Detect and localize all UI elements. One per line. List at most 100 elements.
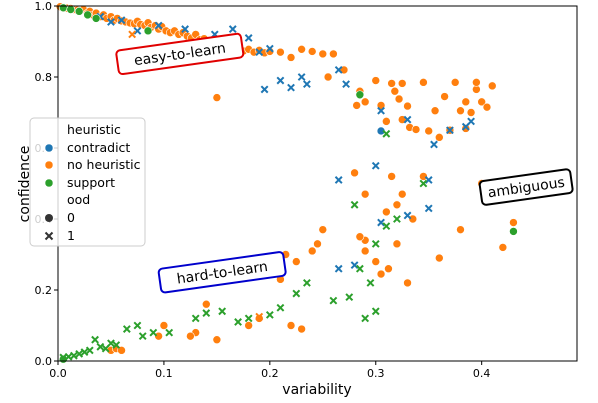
point-no-heuristic-ood0 xyxy=(382,117,391,126)
point-support-ood0 xyxy=(83,10,92,20)
y-axis-label: confidence xyxy=(17,146,33,223)
point-no-heuristic-ood0 xyxy=(392,239,402,249)
point-no-heuristic-ood0 xyxy=(360,97,370,107)
point-no-heuristic-ood0 xyxy=(286,321,296,330)
point-no-heuristic-ood0 xyxy=(487,81,497,91)
point-support-ood1 xyxy=(371,239,380,248)
point-no-heuristic-ood0 xyxy=(276,47,285,57)
point-no-heuristic-ood0 xyxy=(403,278,412,288)
point-no-heuristic-ood0 xyxy=(329,49,338,59)
point-no-heuristic-ood0 xyxy=(355,232,365,242)
point-support-ood1 xyxy=(382,129,391,138)
annotations-layer: easy-to-learn ambiguous hard-to-learn xyxy=(115,32,574,294)
point-no-heuristic-ood0 xyxy=(472,85,481,94)
annotation-easy-to-learn: easy-to-learn xyxy=(115,32,245,76)
point-contradict-ood1 xyxy=(260,85,269,94)
legend-label-contradict: contradict xyxy=(67,140,130,155)
point-no-heuristic-ood0 xyxy=(392,200,402,210)
point-contradict-ood1 xyxy=(445,126,454,135)
x-tick-label: 0.0 xyxy=(49,367,67,380)
point-no-heuristic-ood0 xyxy=(384,264,393,274)
point-contradict-ood1 xyxy=(255,48,264,57)
point-no-heuristic-ood0 xyxy=(477,97,486,107)
point-contradict-ood1 xyxy=(107,18,115,26)
point-no-heuristic-ood0 xyxy=(382,207,391,217)
point-no-heuristic-ood0 xyxy=(498,243,508,252)
point-support-ood0 xyxy=(74,7,84,16)
point-contradict-ood1 xyxy=(403,115,412,124)
annotation-ambiguous: ambiguous xyxy=(478,168,574,206)
point-support-ood1 xyxy=(96,342,105,351)
point-support-ood1 xyxy=(419,179,428,188)
point-no-heuristic-ood0 xyxy=(297,324,306,334)
point-support-ood1 xyxy=(149,328,158,337)
point-no-heuristic-ood0 xyxy=(201,299,211,309)
point-contradict-ood1 xyxy=(377,106,385,115)
point-contradict-ood0 xyxy=(376,126,386,136)
point-no-heuristic-ood0 xyxy=(318,49,328,59)
point-no-heuristic-ood0 xyxy=(360,189,370,199)
x-tick-label: 0.1 xyxy=(155,367,173,380)
annotation-hard-to-learn: hard-to-learn xyxy=(157,251,287,294)
point-no-heuristic-ood0 xyxy=(186,331,195,341)
legend-label-support: support xyxy=(67,175,115,190)
point-no-heuristic-ood0 xyxy=(323,72,333,82)
annotation-box xyxy=(115,32,245,76)
point-no-heuristic-ood0 xyxy=(244,321,253,330)
point-no-heuristic-ood0 xyxy=(376,269,386,279)
legend-label-ood-0: 0 xyxy=(67,210,75,225)
point-support-ood1 xyxy=(292,289,301,298)
point-contradict-ood1 xyxy=(287,83,295,92)
point-support-ood0 xyxy=(58,3,68,13)
point-support-ood1 xyxy=(122,325,131,333)
y-tick-label: 0.8 xyxy=(35,71,53,84)
point-support-ood1 xyxy=(393,215,401,223)
point-no-heuristic-ood0 xyxy=(430,106,440,116)
point-no-heuristic-ood0 xyxy=(360,246,370,256)
point-no-heuristic-ood0 xyxy=(397,79,407,88)
point-no-heuristic-ood0 xyxy=(411,125,421,134)
legend-label-ood-1: 1 xyxy=(67,228,75,243)
point-support-ood1 xyxy=(75,349,84,358)
point-contradict-ood1 xyxy=(334,65,343,74)
point-no-heuristic-ood0 xyxy=(387,172,396,181)
point-support-ood0 xyxy=(91,14,101,23)
point-contradict-ood1 xyxy=(276,76,285,85)
annotation-box xyxy=(157,251,287,294)
point-support-ood1 xyxy=(345,293,354,302)
point-support-ood1 xyxy=(107,339,115,348)
legend-marker-support xyxy=(44,178,54,188)
point-support-ood0 xyxy=(66,5,76,14)
point-no-heuristic-ood0 xyxy=(394,94,404,104)
point-support-ood0 xyxy=(509,227,518,236)
point-contradict-ood1 xyxy=(297,73,306,81)
point-support-ood1 xyxy=(366,278,375,287)
point-no-heuristic-ood0 xyxy=(509,218,518,227)
point-contradict-ood1 xyxy=(342,80,351,89)
point-no-heuristic-ood0 xyxy=(461,124,471,133)
point-no-heuristic-ood0 xyxy=(482,102,492,112)
point-support-ood1 xyxy=(165,328,174,337)
point-contradict-ood1 xyxy=(154,21,163,30)
point-no-heuristic-ood0 xyxy=(352,101,361,110)
point-no-heuristic-ood0 xyxy=(154,331,163,341)
point-no-heuristic-ood0 xyxy=(403,101,412,111)
point-contradict-ood1 xyxy=(228,25,237,33)
point-contradict-ood1 xyxy=(334,264,343,273)
point-support-ood1 xyxy=(371,307,380,316)
point-contradict-ood1 xyxy=(424,204,433,213)
point-support-ood1 xyxy=(91,335,99,344)
point-no-heuristic-ood0 xyxy=(450,78,460,87)
point-contradict-ood1 xyxy=(303,80,311,89)
point-no-heuristic-ood0 xyxy=(466,108,476,117)
legend-marker-ood-1 xyxy=(44,231,54,241)
point-support-ood1 xyxy=(234,318,242,326)
point-no-heuristic-ood0 xyxy=(424,126,434,136)
point-no-heuristic-ood0 xyxy=(350,168,359,178)
legend-marker-contradict xyxy=(44,143,54,153)
legend-marker-ood-0 xyxy=(45,214,53,222)
point-no-heuristic-ood0 xyxy=(117,346,126,355)
point-no-heuristic-ood0 xyxy=(371,76,381,85)
point-no-heuristic-ood1 xyxy=(255,312,264,321)
point-contradict-ood1 xyxy=(244,34,253,42)
